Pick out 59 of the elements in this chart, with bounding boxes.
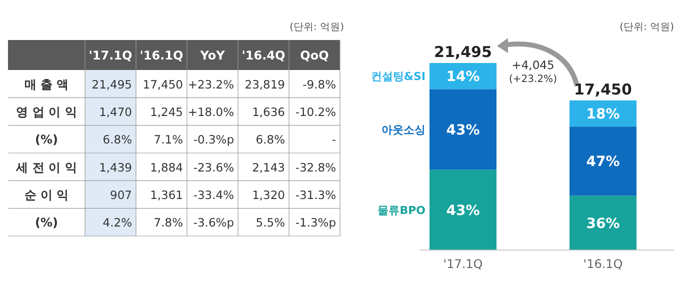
text: 17,450 — [142, 77, 183, 92]
text: 21,495 — [434, 43, 492, 61]
text: - — [332, 132, 336, 147]
series-label: 물류BPO — [378, 204, 426, 217]
text: 6.8% — [102, 132, 132, 147]
text: 1,470 — [99, 105, 132, 119]
text: -33.4% — [193, 188, 234, 202]
text: 4.2% — [102, 216, 132, 230]
text: 1,636 — [252, 105, 285, 119]
text: -10.2% — [295, 105, 336, 119]
text: 5.5% — [256, 216, 285, 230]
annotation: 18% — [586, 106, 620, 122]
text: 6.8% — [256, 132, 285, 147]
category-label: QoQ — [300, 48, 329, 62]
text: -1.3%p — [295, 216, 336, 230]
text: 1,320 — [252, 188, 285, 202]
series-label: 컨설팅&SI — [370, 70, 426, 84]
text: -9.8% — [302, 77, 336, 92]
bar — [570, 196, 636, 250]
text: -31.3% — [295, 188, 336, 202]
category-label: (%) — [35, 132, 58, 147]
annotation: 17,450 — [574, 80, 632, 98]
category-label: 영 업 이 익 — [16, 105, 77, 119]
annotation: 47% — [586, 154, 620, 170]
category-label: '16.4Q — [242, 48, 286, 62]
bar — [430, 89, 496, 170]
bar — [430, 170, 496, 250]
text: 1,361 — [150, 188, 183, 202]
annotation: 36% — [586, 216, 620, 232]
category-label: '16.1Q — [140, 48, 184, 62]
text: 1,884 — [150, 160, 183, 174]
text: +18.0% — [188, 105, 234, 119]
category-label: 순 이 익 — [24, 188, 69, 202]
category-label: 세 전 이 익 — [16, 160, 77, 174]
category-label: '17.1Q — [88, 48, 132, 62]
text: 21,495 — [92, 77, 132, 92]
series-label: 아웃소싱 — [382, 123, 426, 136]
text: (단위: 억원) — [290, 22, 344, 33]
annotation: +4,045 (+23.2%) — [509, 58, 558, 85]
text: -32.8% — [295, 160, 336, 174]
category-label: 매 출 액 — [24, 77, 69, 92]
text: 7.8% — [154, 216, 183, 230]
category-label: (%) — [35, 216, 58, 230]
text: 1,439 — [99, 160, 132, 174]
text: +23.2% — [188, 77, 234, 92]
annotation: 14% — [446, 69, 480, 86]
text: 907 — [110, 188, 132, 202]
text: 1,245 — [150, 105, 183, 119]
text: 2,143 — [252, 160, 285, 174]
annotation: 43% — [446, 202, 480, 219]
text: -0.3%p — [193, 132, 234, 147]
text: -3.6%p — [193, 216, 234, 230]
text: 23,819 — [244, 77, 285, 92]
text: -23.6% — [193, 160, 234, 174]
text: 7.1% — [154, 132, 183, 147]
text: (단위: 억원) — [620, 22, 674, 33]
bar — [570, 126, 636, 196]
category-label: YoY — [199, 48, 226, 62]
annotation: 43% — [446, 122, 480, 138]
